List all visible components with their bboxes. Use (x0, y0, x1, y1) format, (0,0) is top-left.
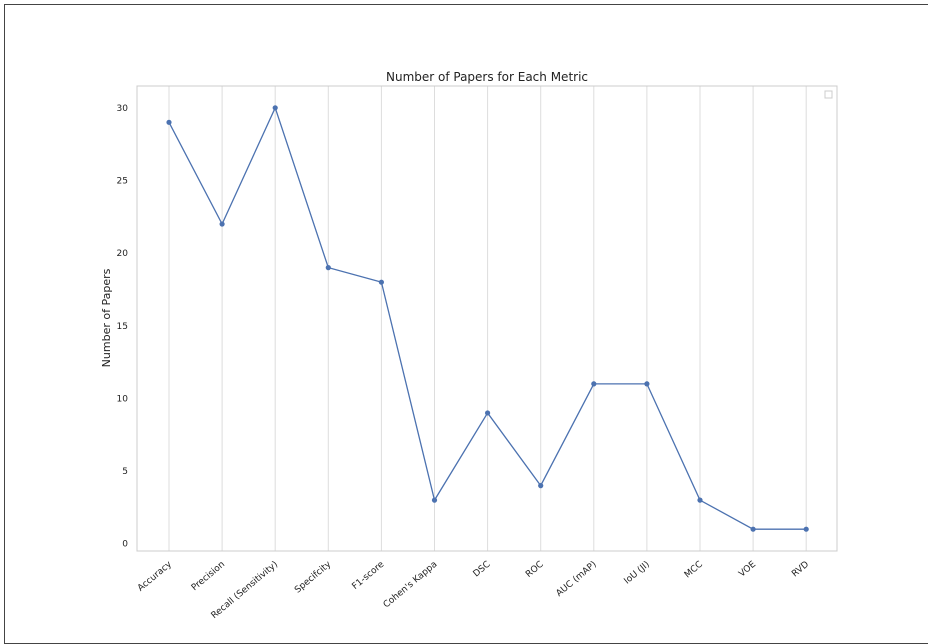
legend-box (824, 90, 833, 99)
y-tick-label: 20 (117, 249, 129, 259)
data-point (803, 526, 809, 532)
data-point (485, 410, 491, 416)
y-tick-label: 0 (122, 540, 128, 550)
x-tick-label: ROC (524, 560, 545, 580)
y-tick-label: 10 (117, 394, 129, 404)
data-point (166, 119, 172, 125)
data-point (219, 221, 225, 227)
data-point (750, 526, 756, 532)
y-tick-label: 15 (117, 322, 128, 332)
data-point (697, 497, 703, 503)
data-point (644, 381, 650, 387)
x-tick-label: MCC (683, 560, 705, 581)
data-point (591, 381, 597, 387)
x-tick-label: F1-score (351, 559, 387, 592)
x-tick-label: IoU (JI) (622, 560, 651, 587)
x-tick-label: RVD (790, 560, 811, 580)
data-point (378, 279, 384, 285)
data-point (431, 497, 438, 503)
y-tick-labels: 0 5 10 15 20 25 30 (117, 104, 129, 550)
y-tick-label: 5 (122, 467, 128, 477)
figure-frame (4, 4, 928, 644)
plot-area (136, 85, 838, 552)
data-point (538, 483, 544, 489)
x-tick-label: Accuracy (136, 559, 174, 594)
x-tick-label: DSC (472, 560, 493, 580)
data-points (166, 105, 809, 532)
x-tick-label: VOE (737, 559, 758, 579)
y-tick-label: 30 (117, 104, 129, 114)
x-tick-label: Precision (190, 560, 227, 593)
data-point (272, 105, 278, 111)
x-tick-label: Cohen's Kappa (382, 560, 440, 611)
line-chart: Number of Papers for Each Metric Number … (100, 70, 838, 621)
grid-lines (168, 86, 807, 551)
y-axis-label: Number of Papers (100, 268, 113, 367)
x-tick-label: AUC (mAP) (555, 560, 599, 599)
data-point (325, 265, 331, 271)
y-tick-label: 25 (117, 176, 128, 186)
x-tick-label: Specifcity (293, 559, 334, 595)
chart-title: Number of Papers for Each Metric (386, 70, 588, 84)
